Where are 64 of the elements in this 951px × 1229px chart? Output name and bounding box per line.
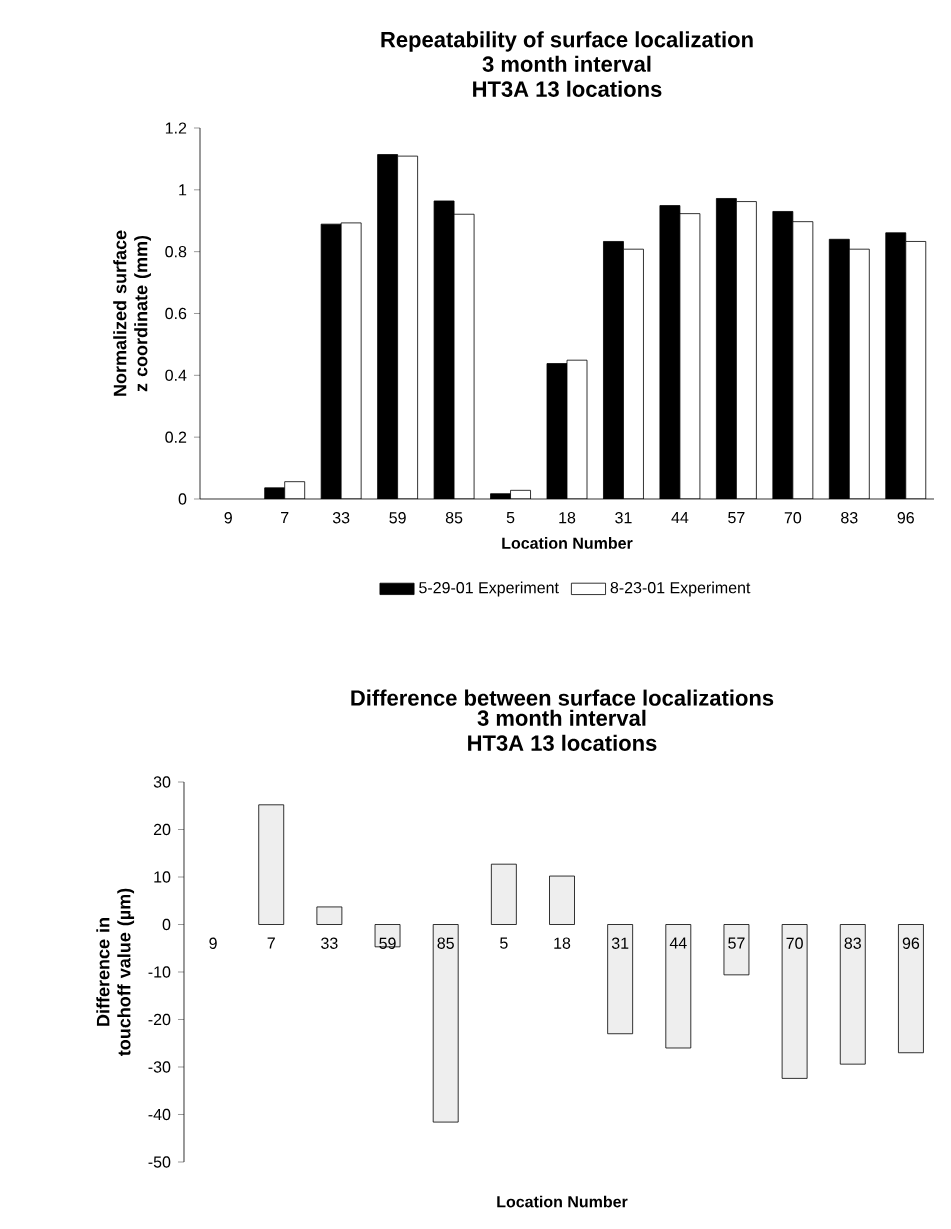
y-tick-label: 1 (179, 184, 187, 196)
x-tick-label: 33 (332, 512, 350, 524)
bar (432, 924, 459, 1123)
bar (607, 924, 634, 1035)
y-tick-label: 0 (162, 918, 171, 931)
x-axis-title: Location Number (502, 537, 633, 549)
x-tick-label: 18 (559, 512, 576, 524)
y-tick-label: 1.2 (165, 122, 187, 134)
bar (898, 924, 924, 1054)
y-tick-label: 0 (178, 493, 187, 505)
y-tick-label: -10 (148, 966, 171, 978)
legend-label: 5-29-01 Experiment (419, 581, 559, 597)
x-tick-label: 9 (224, 512, 232, 524)
x-tick-label: 83 (841, 512, 858, 524)
chart-title: Difference between surface localizations (351, 689, 774, 706)
y-tick-label: 10 (154, 871, 171, 883)
bar (781, 924, 808, 1079)
y-tick-label: -20 (148, 1013, 171, 1026)
y-tick-label: -50 (148, 1156, 171, 1168)
x-tick-label: 44 (671, 512, 689, 524)
x-tick-label: 57 (728, 512, 745, 524)
bar (374, 924, 401, 948)
x-tick-label: 83 (844, 937, 861, 949)
x-axis-title: Location Number (497, 1195, 628, 1208)
x-tick-label: 70 (786, 937, 803, 949)
y-tick-label: 0.8 (165, 246, 187, 258)
x-tick-label: 85 (437, 937, 454, 949)
y-tick-label: 0.4 (165, 369, 187, 381)
x-tick-label: 96 (902, 937, 920, 949)
y-tick-label: -40 (148, 1108, 171, 1121)
y-tick-label: 0.2 (165, 431, 187, 443)
x-tick-label: 31 (611, 937, 629, 949)
x-tick-label: 31 (615, 512, 632, 524)
y-axis-title: Normalized surface z coordinate (mm) (113, 230, 151, 396)
legend-label: 8-23-01 Experiment (610, 581, 751, 597)
bar (316, 906, 343, 925)
chart-subtitle: 3 month interval HT3A 13 locations (473, 55, 662, 97)
chart-subtitle: 3 month interval HT3A 13 locations (468, 709, 657, 751)
y-tick-label: 20 (153, 823, 171, 836)
x-tick-label: 57 (728, 937, 745, 949)
x-tick-label: 7 (267, 937, 275, 949)
bar (723, 924, 750, 976)
x-tick-label: 96 (897, 512, 914, 524)
bar (839, 924, 866, 1065)
x-tick-label: 59 (389, 512, 406, 524)
x-tick-label: 5 (506, 512, 515, 524)
y-tick-label: 30 (153, 776, 171, 788)
bar (665, 924, 692, 1049)
x-tick-label: 70 (784, 512, 802, 524)
x-tick-label: 44 (669, 937, 687, 949)
x-tick-label: 7 (281, 512, 289, 524)
bar (490, 863, 517, 925)
bar (549, 875, 575, 925)
y-tick-label: -30 (148, 1061, 171, 1073)
y-axis-title: Difference in touchoff value (µm) (96, 888, 135, 1056)
x-tick-label: 85 (445, 512, 463, 524)
x-tick-label: 5 (500, 937, 508, 949)
x-tick-label: 33 (321, 937, 338, 949)
x-tick-label: 9 (209, 937, 217, 949)
x-tick-label: 59 (379, 937, 396, 949)
x-tick-label: 18 (554, 937, 571, 949)
chart-title: Repeatability of surface localization (381, 31, 753, 52)
bar (258, 804, 285, 925)
y-tick-label: 0.6 (165, 307, 187, 320)
